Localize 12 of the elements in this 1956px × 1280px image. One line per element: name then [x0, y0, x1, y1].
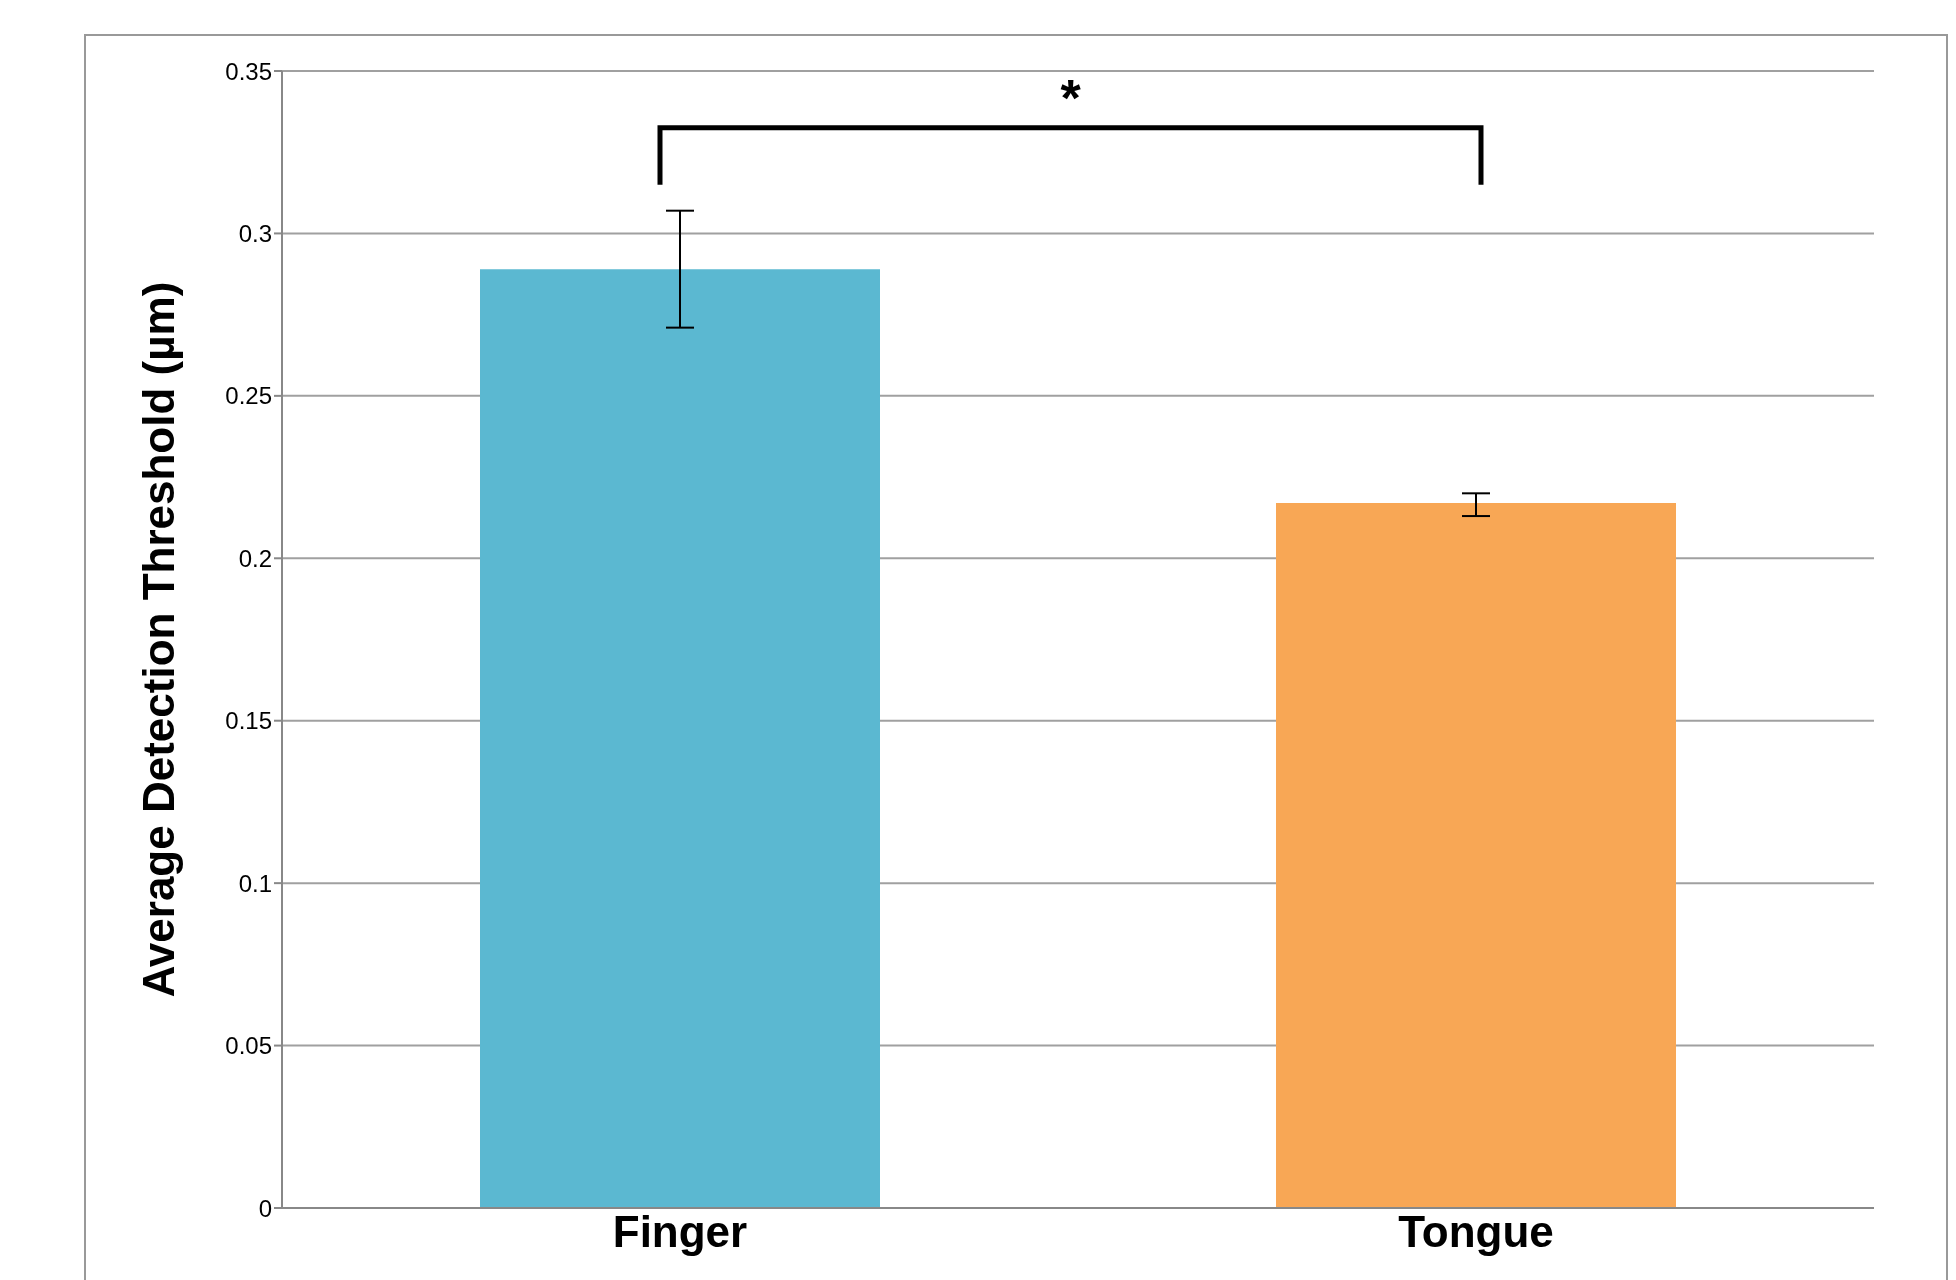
y-tick-label: 0.2	[238, 544, 272, 572]
x-tick-label: Tongue	[1398, 1207, 1554, 1257]
y-tick-label: 0.25	[225, 382, 272, 410]
y-axis-title: Average Detection Threshold (µm)	[133, 281, 183, 998]
annotation: *	[1060, 68, 1082, 127]
y-tick-label: 0	[258, 1194, 272, 1222]
y-tick-label: 0.3	[238, 219, 272, 247]
y-tick-label: 0.35	[225, 57, 272, 85]
y-tick-label: 0.1	[238, 869, 272, 897]
y-tick-label: 0.15	[225, 707, 272, 735]
x-tick-label: Finger	[612, 1207, 748, 1257]
y-tick-label: 0.05	[225, 1032, 272, 1060]
